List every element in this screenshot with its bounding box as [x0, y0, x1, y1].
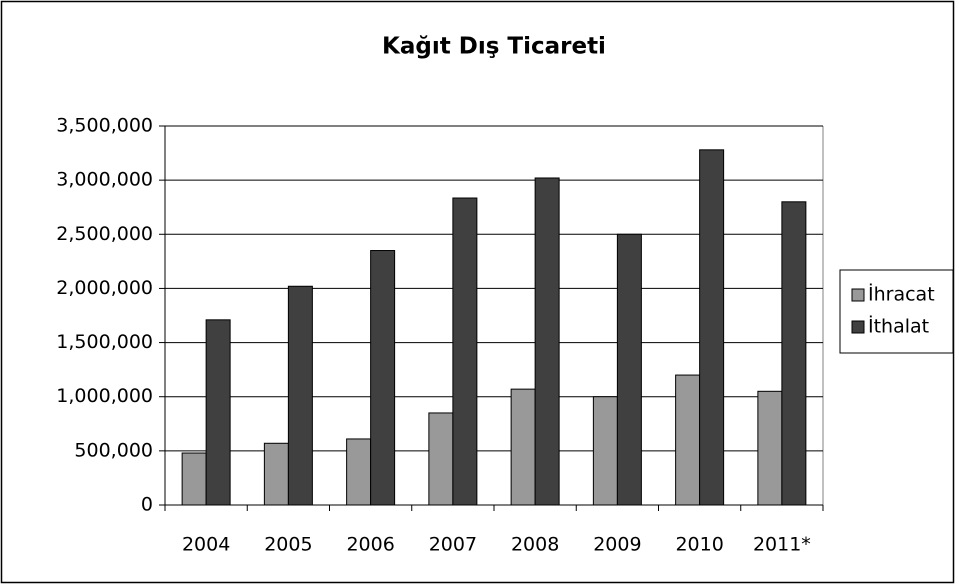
- legend-swatch: [851, 288, 865, 302]
- bar: [370, 250, 396, 506]
- bar: [699, 149, 725, 506]
- bar: [592, 396, 618, 506]
- bar: [452, 197, 478, 506]
- x-tick-label: 2006: [346, 534, 394, 556]
- bar: [675, 374, 701, 506]
- y-tick-label: 3,500,000: [56, 115, 153, 137]
- bar: [287, 285, 313, 506]
- y-tick-label: 3,000,000: [56, 169, 153, 191]
- y-tick-label: 1,000,000: [56, 385, 153, 407]
- legend-label: İhracat: [868, 283, 935, 306]
- y-tick-label: 2,500,000: [56, 223, 153, 245]
- x-tick-label: 2007: [429, 534, 477, 556]
- bar: [510, 388, 536, 506]
- bar: [534, 177, 560, 506]
- x-tick-label: 2009: [593, 534, 641, 556]
- bar: [757, 390, 783, 506]
- legend-box: [839, 269, 954, 354]
- x-tick-label: 2008: [511, 534, 559, 556]
- x-tick-label: 2005: [264, 534, 312, 556]
- legend-swatch: [851, 320, 865, 334]
- x-tick-label: 2004: [182, 534, 230, 556]
- x-tick-label: 2011*: [753, 534, 811, 556]
- bar: [616, 233, 642, 506]
- bar: [428, 412, 454, 506]
- y-tick-label: 1,500,000: [56, 331, 153, 353]
- y-tick-label: 2,000,000: [56, 277, 153, 299]
- legend-label: İthalat: [868, 315, 929, 338]
- x-tick-label: 2010: [675, 534, 723, 556]
- chart-title: Kağıt Dış Ticareti: [382, 34, 606, 60]
- bar: [205, 319, 231, 506]
- bar: [346, 438, 372, 506]
- bar: [781, 201, 807, 506]
- y-tick-label: 0: [141, 494, 153, 516]
- bar: [263, 442, 289, 506]
- bar: [181, 452, 207, 506]
- y-tick-label: 500,000: [74, 439, 153, 461]
